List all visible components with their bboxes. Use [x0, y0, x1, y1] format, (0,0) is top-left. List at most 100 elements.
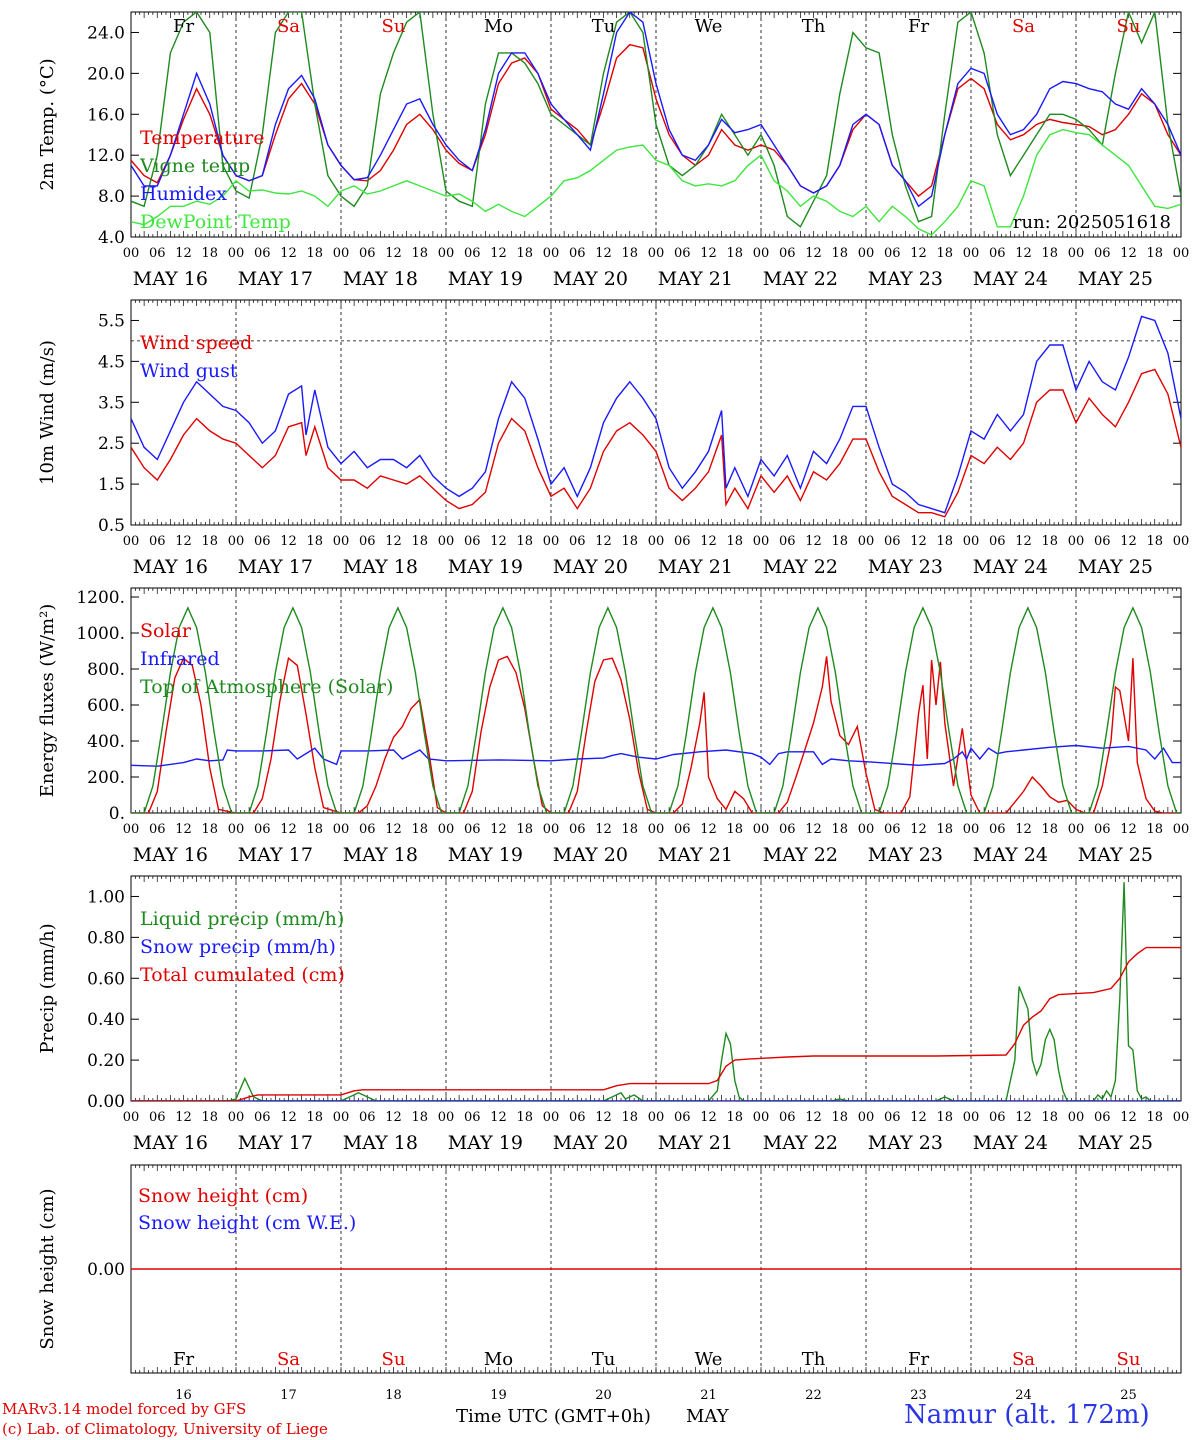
hour-tick-label: 06 — [569, 246, 586, 261]
hour-tick-label: 12 — [910, 822, 927, 837]
legend-entry: Wind gust — [140, 360, 238, 382]
date-label: MAY 24 — [973, 844, 1048, 866]
hour-tick-label: 00 — [753, 1110, 770, 1125]
hour-tick-label: 12 — [805, 534, 822, 549]
hour-tick-label: 18 — [936, 246, 953, 261]
date-label: MAY 17 — [238, 1132, 313, 1154]
day-number-label: 23 — [910, 1388, 927, 1403]
hour-tick-label: 00 — [543, 246, 560, 261]
series-line-infrared — [131, 744, 1181, 767]
hour-tick-label: 18 — [516, 534, 533, 549]
series-line-liquid-precip-mm-h- — [131, 882, 1181, 1101]
hour-tick-label: 12 — [175, 246, 192, 261]
hour-tick-label: 00 — [753, 246, 770, 261]
hour-tick-label: 12 — [595, 822, 612, 837]
hour-tick-label: 12 — [595, 1110, 612, 1125]
hour-tick-label: 06 — [884, 822, 901, 837]
date-label: MAY 17 — [238, 556, 313, 578]
hour-tick-label: 00 — [648, 822, 665, 837]
hour-tick-label: 06 — [989, 822, 1006, 837]
hour-tick-label: 06 — [779, 1110, 796, 1125]
hour-tick-label: 18 — [936, 1110, 953, 1125]
hour-tick-label: 06 — [989, 246, 1006, 261]
hour-tick-label: 06 — [149, 246, 166, 261]
hour-tick-label: 12 — [385, 534, 402, 549]
hour-tick-label: 00 — [543, 1110, 560, 1125]
hour-tick-label: 18 — [306, 1110, 323, 1125]
y-tick-label: 0.60 — [87, 969, 125, 989]
panel-5: 0.00 Snow height (cm) Snow height (cm) Snow… — [37, 1164, 1182, 1403]
date-label: MAY 22 — [763, 268, 838, 290]
hour-tick-label: 00 — [333, 534, 350, 549]
legend-entry: Snow height (cm) — [138, 1185, 308, 1207]
date-label: MAY 18 — [343, 556, 418, 578]
hour-tick-label: 00 — [753, 534, 770, 549]
hour-tick-label: 06 — [359, 1110, 376, 1125]
hour-tick-label: 06 — [569, 534, 586, 549]
legend-entry: Humidex — [140, 183, 227, 205]
y-tick-label: 400. — [87, 732, 125, 752]
date-label: MAY 20 — [553, 556, 628, 578]
hour-tick-label: 06 — [464, 534, 481, 549]
series-line-wind-speed — [131, 368, 1181, 518]
hour-tick-label: 00 — [438, 246, 455, 261]
legend-entry: Infrared — [140, 648, 220, 670]
hour-tick-label: 18 — [831, 246, 848, 261]
day-name: Mo — [484, 1349, 513, 1370]
hour-tick-label: 12 — [805, 822, 822, 837]
hour-tick-label: 06 — [674, 246, 691, 261]
hour-tick-label: 18 — [621, 1110, 638, 1125]
date-label: MAY 16 — [133, 844, 208, 866]
date-label: MAY 16 — [133, 1132, 208, 1154]
hour-tick-label: 12 — [1120, 1110, 1137, 1125]
hour-tick-label: 12 — [490, 822, 507, 837]
day-name: Sa — [277, 16, 300, 37]
hour-tick-label: 06 — [674, 1110, 691, 1125]
hour-tick-label: 00 — [1173, 534, 1190, 549]
hour-tick-label: 12 — [175, 1110, 192, 1125]
date-label: MAY 20 — [553, 268, 628, 290]
hour-tick-label: 18 — [1041, 1110, 1058, 1125]
hour-tick-label: 06 — [884, 534, 901, 549]
hour-tick-label: 00 — [543, 822, 560, 837]
hour-tick-label: 06 — [1094, 1110, 1111, 1125]
hour-tick-label: 12 — [910, 534, 927, 549]
legend-entry: Wind speed — [140, 332, 252, 354]
y-tick-label: 0.40 — [87, 1010, 125, 1030]
hour-tick-label: 06 — [464, 822, 481, 837]
hour-tick-label: 00 — [333, 1110, 350, 1125]
hour-tick-label: 00 — [1068, 1110, 1085, 1125]
hour-tick-label: 12 — [385, 822, 402, 837]
date-label: MAY 24 — [973, 1132, 1048, 1154]
hour-tick-label: 18 — [726, 1110, 743, 1125]
date-label: MAY 19 — [448, 844, 523, 866]
day-name: We — [695, 16, 723, 37]
y-tick-label: 24.0 — [87, 23, 125, 43]
legend-entry: Snow height (cm W.E.) — [138, 1212, 356, 1234]
hour-tick-label: 12 — [700, 246, 717, 261]
hour-tick-label: 06 — [149, 534, 166, 549]
date-label: MAY 25 — [1078, 844, 1153, 866]
day-name: Sa — [277, 1349, 300, 1370]
y-tick-label: 1200. — [76, 588, 125, 608]
date-label: MAY 23 — [868, 1132, 943, 1154]
hour-tick-label: 00 — [1068, 534, 1085, 549]
station-name: Namur (alt. 172m) — [904, 1400, 1150, 1430]
day-name: Su — [382, 16, 406, 37]
hour-tick-label: 00 — [858, 822, 875, 837]
hour-tick-label: 18 — [1146, 534, 1163, 549]
date-label: MAY 18 — [343, 268, 418, 290]
hour-tick-label: 00 — [963, 1110, 980, 1125]
hour-tick-label: 00 — [648, 1110, 665, 1125]
y-tick-label: 0.00 — [87, 1092, 125, 1112]
day-name: Th — [802, 1349, 826, 1370]
date-label: MAY 22 — [763, 556, 838, 578]
date-label: MAY 25 — [1078, 1132, 1153, 1154]
hour-tick-label: 06 — [254, 246, 271, 261]
hour-tick-label: 00 — [123, 822, 140, 837]
day-name: Fr — [908, 16, 929, 37]
date-label: MAY 23 — [868, 268, 943, 290]
hour-tick-label: 12 — [1015, 1110, 1032, 1125]
